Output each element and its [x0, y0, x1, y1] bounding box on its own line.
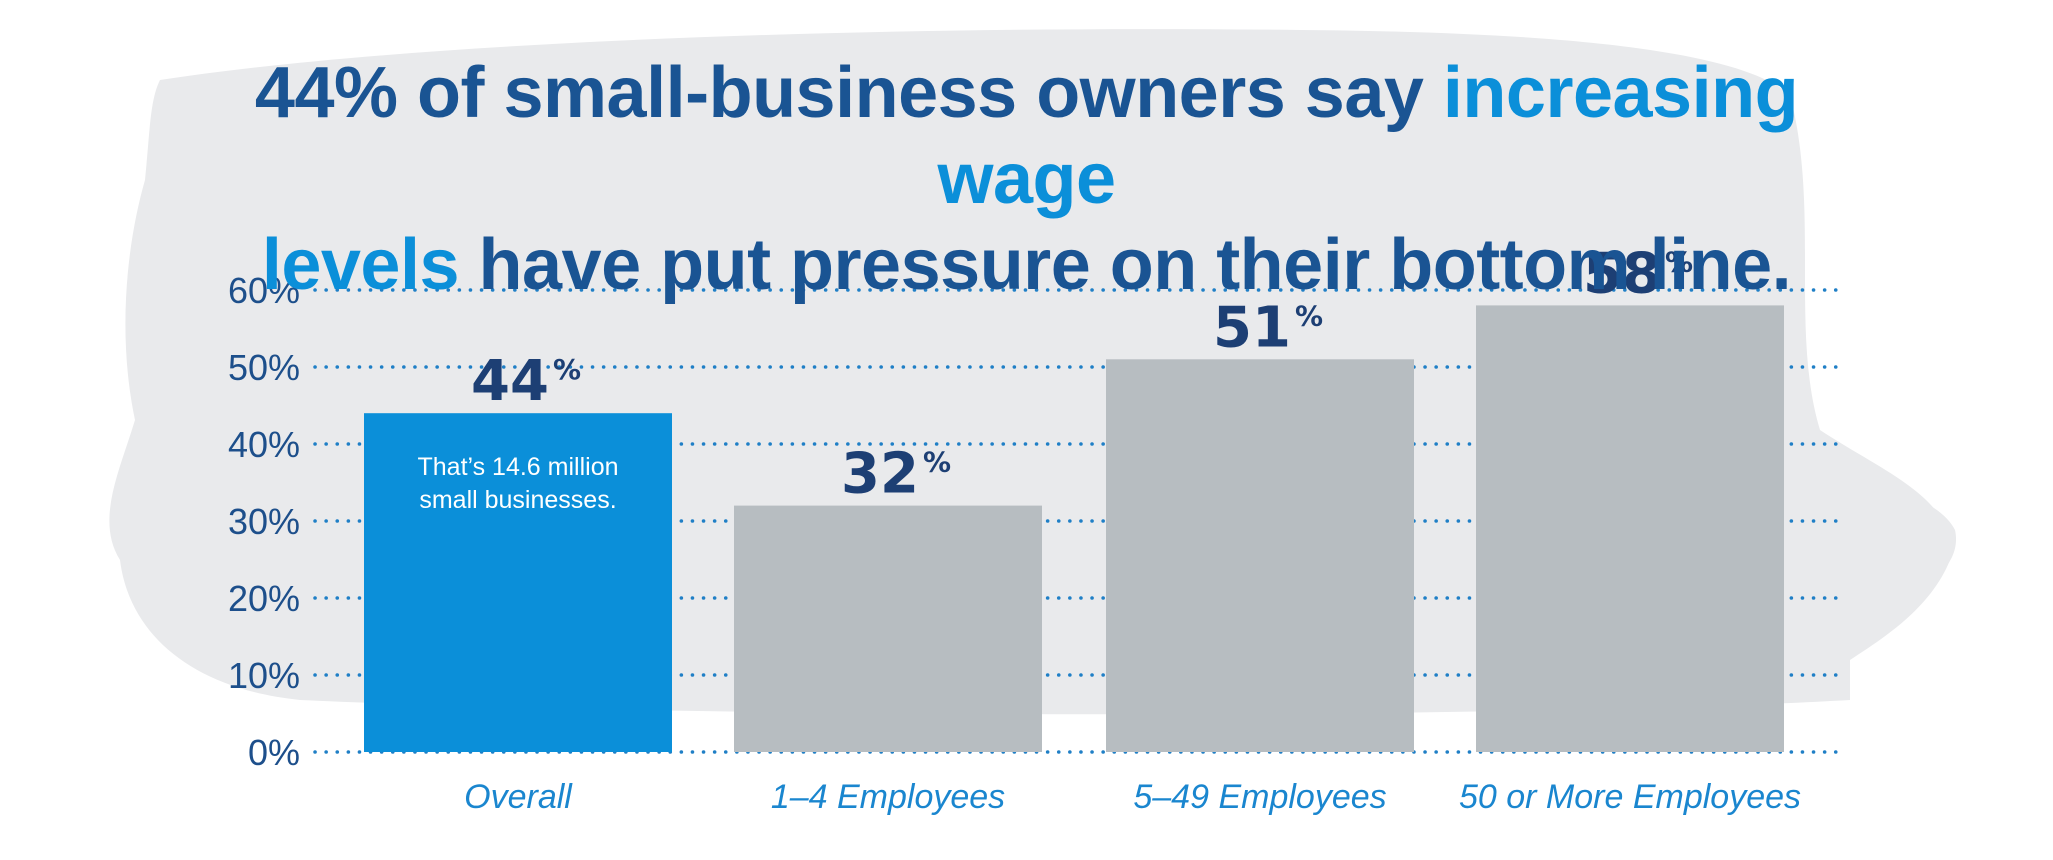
- headline-highlight-2: levels: [261, 225, 460, 305]
- bars: [364, 305, 1784, 752]
- y-tick-label: 50%: [228, 347, 300, 388]
- y-tick-label: 20%: [228, 578, 300, 619]
- headline-part-2: have put pressure on their bottom line.: [459, 225, 1792, 305]
- y-tick-label: 10%: [228, 655, 300, 696]
- bar: [364, 413, 672, 752]
- y-tick-label: 40%: [228, 424, 300, 465]
- bar: [1476, 305, 1784, 752]
- headline-highlight-1: increasing wage: [937, 53, 1799, 219]
- annotation-line-1: That’s 14.6 million: [417, 453, 619, 482]
- data-label: 44: [471, 349, 549, 414]
- data-label-percent: %: [923, 446, 951, 479]
- data-label: 32: [841, 442, 919, 507]
- x-category-label: Overall: [464, 778, 573, 816]
- labels: 0% 10% 20% 30% 40% 50% 60% 44 % Overall 32 % 1–4 Emp…: [228, 241, 1801, 816]
- x-category-label: 50 or More Employees: [1459, 778, 1801, 816]
- data-label-percent: %: [1295, 299, 1323, 332]
- data-label-percent: %: [1665, 245, 1693, 278]
- x-category-label: 5–49 Employees: [1133, 778, 1386, 816]
- bar: [734, 505, 1042, 752]
- bar-annotation: That’s 14.6 million small businesses.: [364, 451, 672, 517]
- y-tick-label: 30%: [228, 501, 300, 542]
- y-tick-label: 60%: [228, 270, 300, 311]
- headline: 44% of small-business owners say increas…: [180, 50, 1873, 308]
- brush-stroke-tail: [1650, 465, 1957, 615]
- bar: [1106, 359, 1414, 752]
- data-label: 51: [1213, 295, 1291, 360]
- data-label-percent: %: [553, 353, 581, 386]
- annotation-line-2: small businesses.: [419, 486, 617, 515]
- x-category-label: 1–4 Employees: [771, 778, 1005, 816]
- headline-part-1: 44% of small-business owners say: [254, 53, 1443, 133]
- y-tick-label: 0%: [248, 732, 300, 773]
- data-label: 58: [1583, 241, 1661, 306]
